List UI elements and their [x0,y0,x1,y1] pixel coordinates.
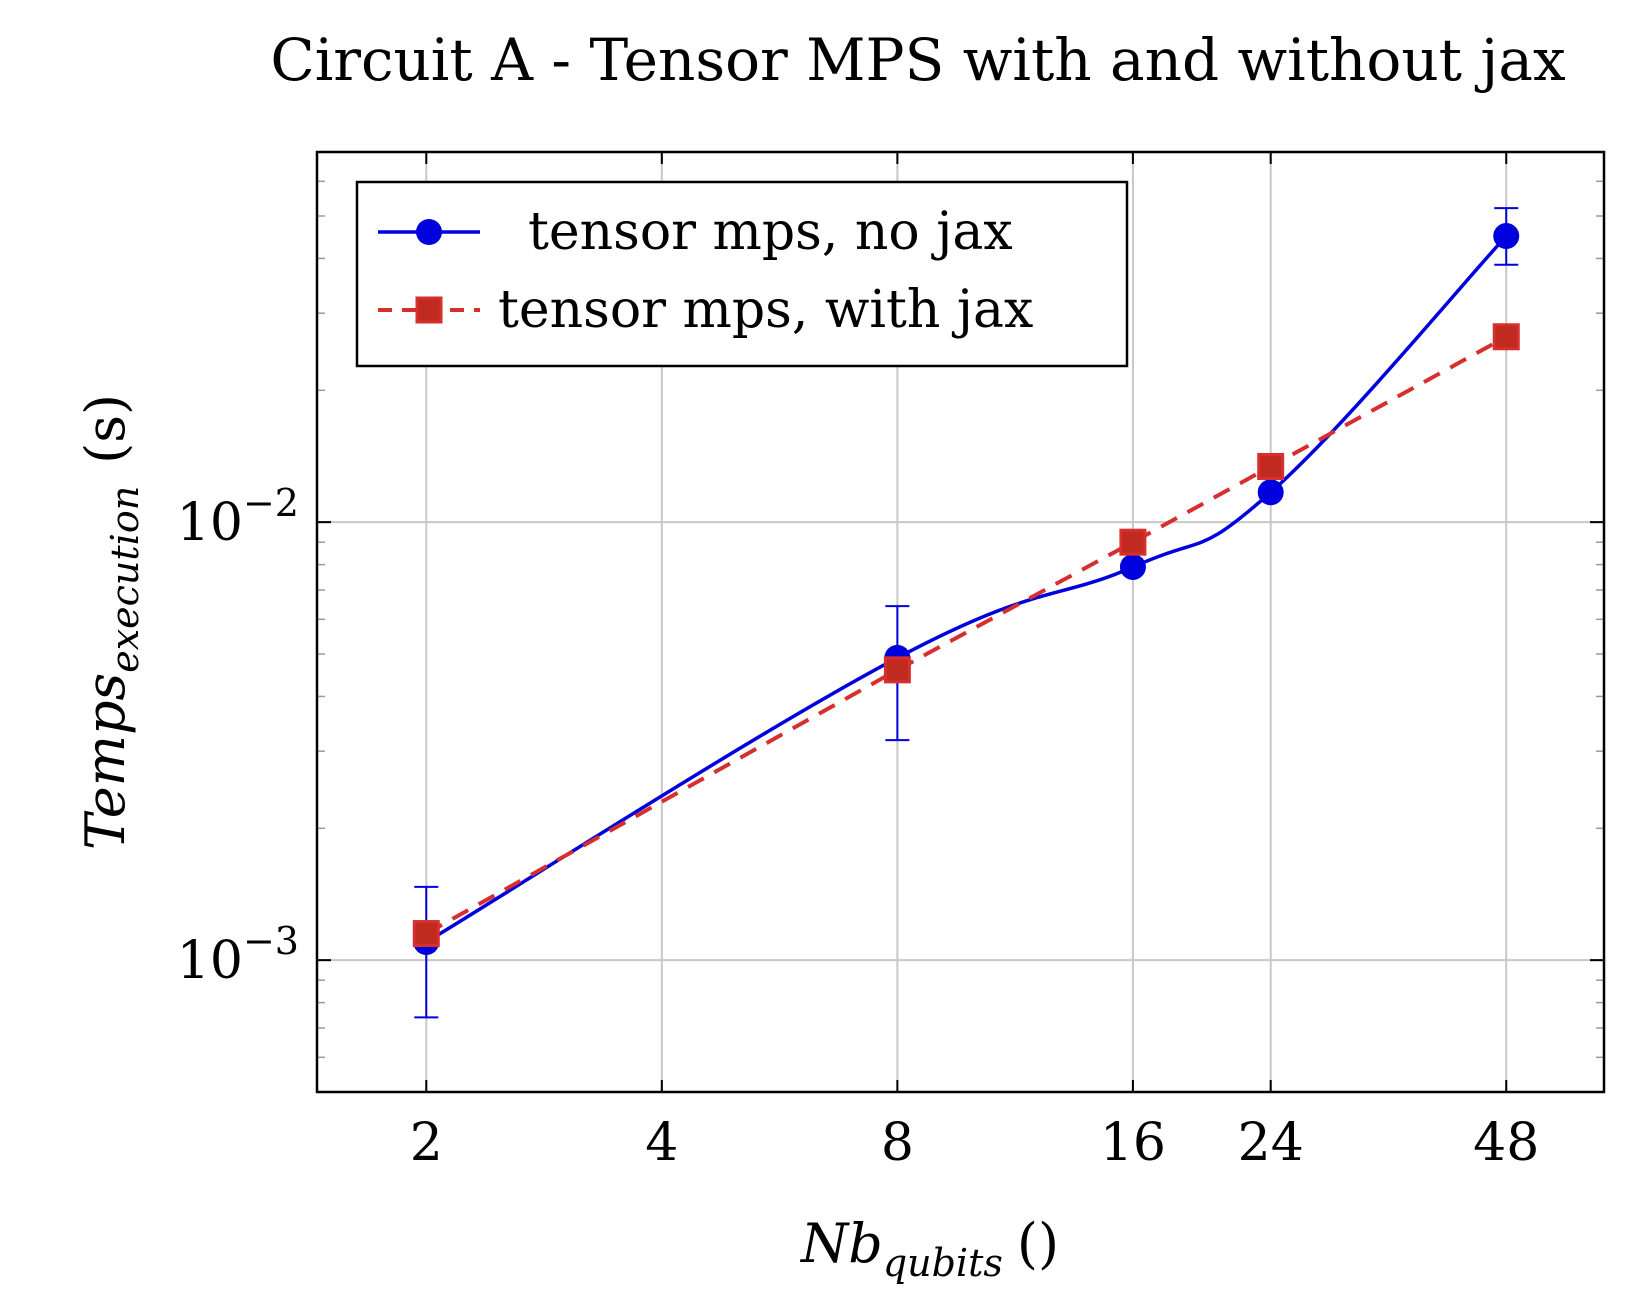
x-tick-labels: 2 4 8 16 24 48 [410,1113,1540,1173]
chart-title: Circuit A - Tensor MPS with and without … [270,26,1565,94]
y-axis-label: Tempsexecution (s) [74,394,147,850]
y-tick-labels: 10−310−2 [177,481,299,991]
x-axis-label-main: Nb [799,1212,883,1275]
data-point [883,656,911,684]
x-tick-label: 4 [645,1113,678,1173]
data-point [1493,223,1520,250]
series-layer [412,207,1520,1019]
y-axis-label-sub: execution [103,486,147,673]
data-point [1257,452,1285,480]
legend-entry: tensor mps, no jax [378,202,1013,262]
x-tick-label: 16 [1100,1113,1166,1173]
data-point [1119,528,1147,556]
y-tick-label-base: 10 [177,493,243,553]
minor-ticks [317,152,1604,1092]
data-point [1257,479,1284,506]
y-tick-label-exponent: −2 [243,481,299,525]
legend-label: tensor mps, with jax [498,280,1033,340]
legend-marker [416,219,442,245]
y-tick-label: 10−2 [177,481,299,553]
data-point [1492,323,1520,351]
legend-entries: tensor mps, no jax tensor mps, with jax [378,202,1033,340]
data-point [1119,553,1146,580]
x-axis-label: Nbqubits () [799,1212,1059,1285]
legend-label: tensor mps, no jax [528,202,1013,262]
y-axis-label-main: Temps [74,673,137,850]
y-tick-label-base: 10 [177,931,243,991]
legend: tensor mps, no jax tensor mps, with jax [355,180,1129,368]
y-tick-label-exponent: −3 [243,919,299,963]
series-line [425,335,1508,936]
plot-frame [315,150,1606,1094]
x-tick-label: 24 [1238,1113,1304,1173]
x-axis-label-unit: () [1017,1212,1059,1275]
y-tick-label: 10−3 [177,919,299,991]
x-tick-label: 48 [1473,1113,1539,1173]
x-axis-label-sub: qubits [883,1241,1003,1285]
legend-box [355,180,1129,368]
series-line [425,234,1508,944]
legend-marker [415,296,443,324]
x-tick-label: 8 [881,1113,914,1173]
data-point [412,920,440,948]
y-axis-label-unit: (s) [74,394,137,464]
legend-entry: tensor mps, with jax [378,280,1033,340]
series-with-jax [412,323,1520,948]
x-tick-label: 2 [410,1113,443,1173]
